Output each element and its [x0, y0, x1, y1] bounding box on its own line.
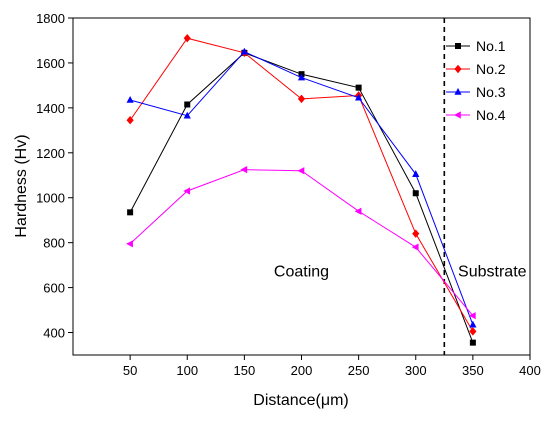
data-point [183, 187, 191, 195]
data-point [297, 167, 305, 175]
data-point [412, 190, 419, 197]
y-tick-label: 1600 [36, 56, 65, 71]
series-2 [126, 34, 477, 336]
x-tick-label: 100 [176, 363, 198, 378]
x-tick-label: 400 [519, 363, 541, 378]
annotation-coating: Coating [274, 263, 329, 280]
annotations: Coating Substrate [274, 263, 527, 280]
data-point [469, 339, 476, 346]
y-tick-label: 1800 [36, 11, 65, 26]
data-point [455, 43, 461, 49]
data-point [297, 73, 306, 81]
data-point [126, 96, 134, 103]
data-point [355, 84, 362, 91]
series-3 [126, 47, 477, 328]
y-tick-label: 1000 [36, 191, 65, 206]
y-tick-label: 1200 [36, 146, 65, 161]
data-point [469, 327, 477, 336]
x-axis-label: Distance(μm) [253, 392, 348, 409]
y-tick-label: 600 [43, 281, 65, 296]
data-point [454, 64, 462, 74]
data-point [469, 320, 477, 328]
x-tick-label: 150 [234, 363, 256, 378]
data-point [183, 34, 191, 43]
axis-ticks: 50 100 150 200 250 300 350 400 400 600 800 1000 1200… [36, 11, 541, 378]
data-point [454, 111, 461, 119]
data-point [412, 229, 420, 238]
legend-label: No.4 [476, 107, 506, 123]
data-point [354, 207, 362, 215]
data-point [184, 101, 191, 108]
data-point [240, 166, 248, 174]
data-point [126, 116, 134, 125]
legend-item: No.2 [446, 61, 506, 77]
legend: No.1 No.2 No.3 No.4 [446, 38, 506, 123]
x-tick-label: 250 [348, 363, 370, 378]
annotation-substrate: Substrate [458, 263, 527, 280]
data-point [355, 93, 363, 101]
legend-label: No.2 [476, 61, 506, 77]
data-point [297, 94, 306, 104]
legend-item: No.4 [446, 107, 506, 123]
series-layer [126, 34, 477, 346]
y-axis-label: Hardness (Hv) [13, 134, 30, 237]
data-point [240, 47, 248, 55]
x-tick-label: 50 [123, 363, 137, 378]
data-point [183, 111, 191, 119]
x-tick-label: 350 [462, 363, 484, 378]
x-tick-label: 200 [291, 363, 313, 378]
data-point [412, 170, 420, 177]
x-tick-label: 300 [405, 363, 427, 378]
y-tick-label: 800 [43, 236, 65, 251]
legend-item: No.3 [446, 84, 506, 100]
legend-label: No.1 [476, 38, 506, 54]
y-tick-label: 1400 [36, 101, 65, 116]
data-point [126, 240, 133, 248]
legend-item: No.1 [446, 38, 506, 54]
y-tick-label: 400 [43, 326, 65, 341]
data-point [127, 209, 134, 216]
data-point [411, 243, 419, 251]
series-4 [126, 166, 476, 320]
legend-label: No.3 [476, 84, 506, 100]
data-point [454, 88, 462, 95]
data-point [468, 312, 476, 320]
